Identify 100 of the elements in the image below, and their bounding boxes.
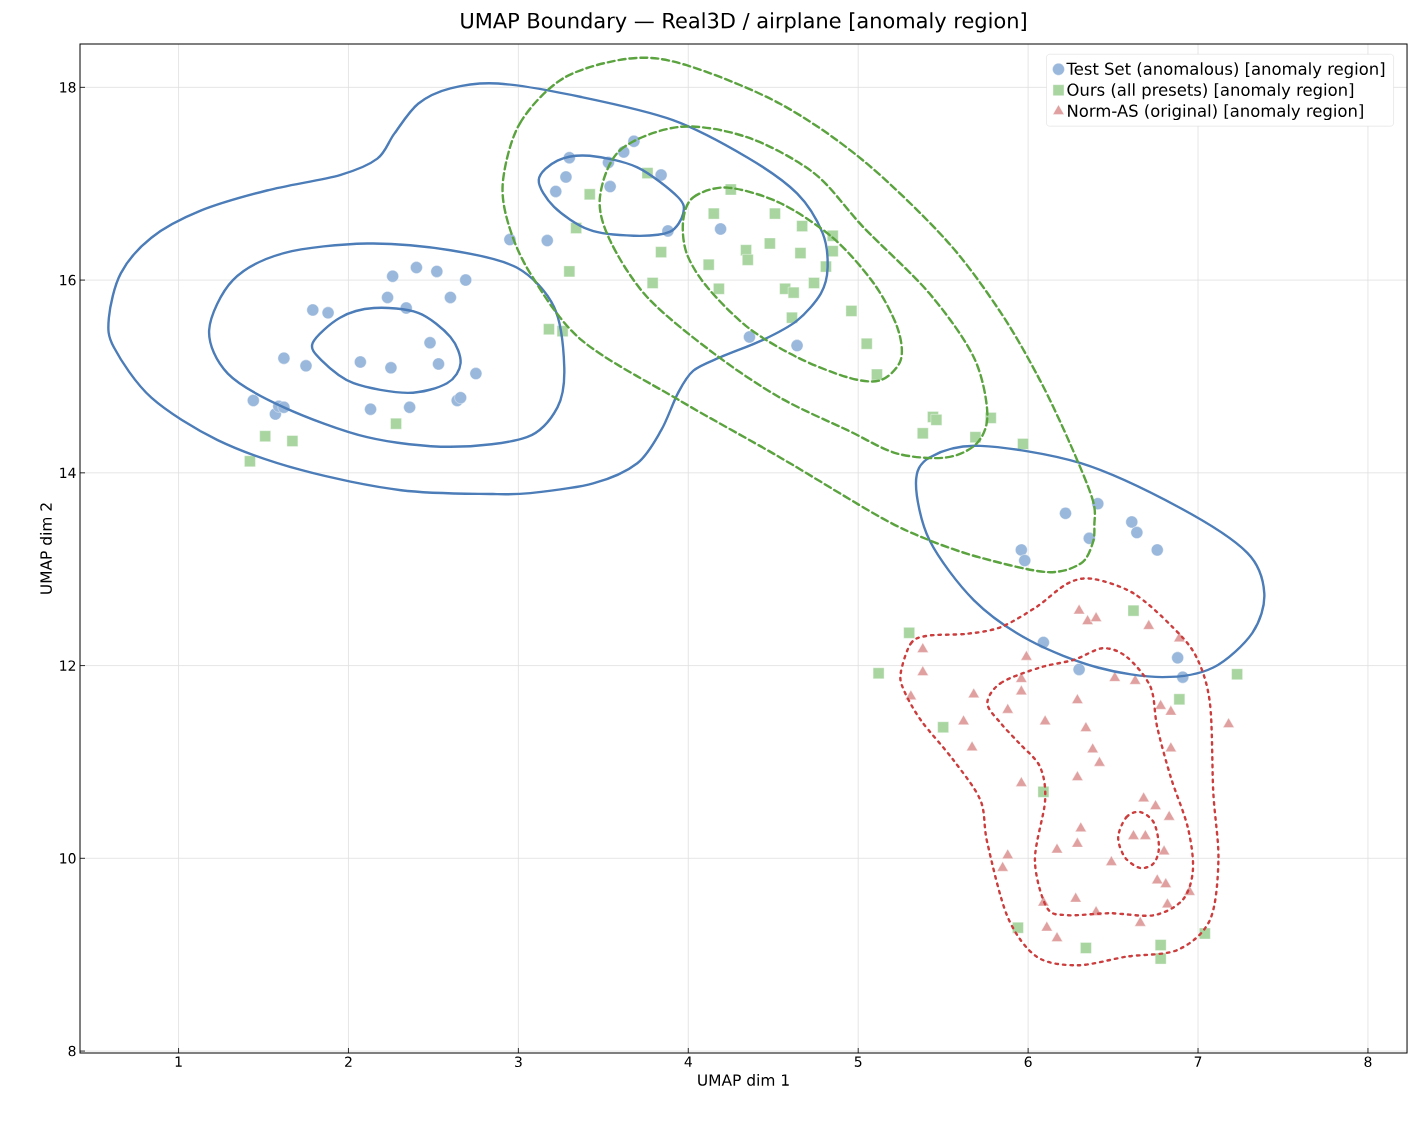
point bbox=[1105, 855, 1118, 866]
point bbox=[827, 245, 839, 257]
point bbox=[1108, 671, 1121, 682]
point bbox=[1081, 614, 1094, 625]
y-tick-label: 14 bbox=[60, 467, 76, 478]
point bbox=[469, 367, 483, 380]
point bbox=[937, 721, 949, 733]
point bbox=[845, 305, 858, 317]
point bbox=[1086, 742, 1099, 753]
point bbox=[1139, 829, 1152, 840]
point bbox=[1018, 554, 1031, 567]
point bbox=[996, 861, 1009, 872]
point bbox=[1134, 916, 1147, 927]
point bbox=[713, 283, 725, 295]
point bbox=[1159, 877, 1172, 888]
point bbox=[299, 359, 313, 373]
x-tick-label: 2 bbox=[345, 1056, 352, 1067]
point bbox=[1149, 799, 1162, 810]
y-tick-label: 18 bbox=[60, 82, 76, 93]
point bbox=[871, 368, 883, 381]
point bbox=[563, 265, 576, 278]
point bbox=[967, 687, 980, 698]
point bbox=[244, 455, 256, 467]
legend-label: Test Set (anomalous) [anomaly region] bbox=[1066, 62, 1385, 79]
point bbox=[549, 185, 562, 198]
point bbox=[786, 311, 798, 324]
point bbox=[714, 222, 727, 236]
point bbox=[1158, 844, 1170, 856]
point bbox=[1012, 922, 1024, 934]
point bbox=[386, 270, 399, 283]
point bbox=[1127, 829, 1140, 840]
point bbox=[459, 273, 472, 287]
point bbox=[916, 665, 929, 676]
point bbox=[1173, 631, 1186, 643]
x-tick-label: 6 bbox=[1024, 1056, 1032, 1068]
point bbox=[603, 180, 617, 193]
point bbox=[1154, 939, 1167, 951]
y-tick-label: 12 bbox=[60, 660, 76, 671]
point bbox=[584, 188, 596, 201]
point bbox=[1080, 942, 1092, 954]
x-tick-label: 5 bbox=[854, 1056, 862, 1067]
point bbox=[1040, 921, 1053, 932]
point bbox=[808, 277, 820, 289]
point bbox=[543, 323, 555, 335]
point bbox=[1173, 693, 1186, 706]
point bbox=[444, 291, 457, 304]
point bbox=[903, 627, 915, 639]
point bbox=[905, 689, 917, 700]
point bbox=[769, 207, 781, 220]
point bbox=[403, 401, 416, 414]
point bbox=[702, 258, 715, 271]
point bbox=[1130, 526, 1144, 539]
point bbox=[1071, 837, 1084, 848]
point bbox=[1074, 821, 1087, 832]
point bbox=[1161, 897, 1174, 909]
point bbox=[1015, 776, 1028, 787]
point bbox=[559, 170, 573, 184]
point bbox=[1051, 931, 1063, 942]
point bbox=[655, 246, 667, 258]
point bbox=[1080, 721, 1092, 732]
point bbox=[286, 435, 299, 447]
point bbox=[794, 247, 807, 259]
point bbox=[957, 714, 970, 725]
point bbox=[321, 306, 335, 320]
y-tick-label: 16 bbox=[60, 274, 76, 286]
point bbox=[1020, 650, 1033, 661]
point bbox=[743, 330, 756, 344]
point bbox=[1072, 663, 1086, 676]
point bbox=[1151, 873, 1164, 884]
y-tick-label: 8 bbox=[68, 1045, 76, 1057]
point bbox=[1015, 543, 1028, 557]
point bbox=[1165, 741, 1177, 752]
point bbox=[277, 351, 291, 365]
point bbox=[423, 336, 437, 349]
point bbox=[1125, 515, 1138, 529]
point bbox=[1071, 770, 1084, 781]
point bbox=[306, 303, 319, 317]
point bbox=[966, 740, 978, 751]
y-axis-title: UMAP dim 2 bbox=[39, 503, 52, 594]
chart-title: UMAP Boundary — Real3D / airplane [anomaly region] bbox=[461, 12, 1026, 33]
point bbox=[390, 417, 402, 430]
point bbox=[764, 237, 776, 250]
point bbox=[1073, 603, 1085, 615]
point bbox=[1142, 619, 1155, 630]
point bbox=[384, 361, 398, 374]
point bbox=[1017, 438, 1029, 450]
point bbox=[1015, 684, 1028, 696]
point bbox=[1093, 756, 1106, 767]
point bbox=[916, 642, 929, 653]
point bbox=[787, 286, 800, 299]
x-tick-label: 4 bbox=[684, 1056, 692, 1067]
point bbox=[1127, 604, 1140, 617]
point bbox=[1069, 892, 1082, 903]
point bbox=[872, 667, 885, 679]
point bbox=[917, 427, 929, 440]
point bbox=[1222, 717, 1235, 728]
point bbox=[247, 394, 260, 407]
point bbox=[1151, 543, 1164, 557]
point bbox=[1154, 952, 1167, 965]
x-tick-label: 8 bbox=[1364, 1056, 1372, 1068]
